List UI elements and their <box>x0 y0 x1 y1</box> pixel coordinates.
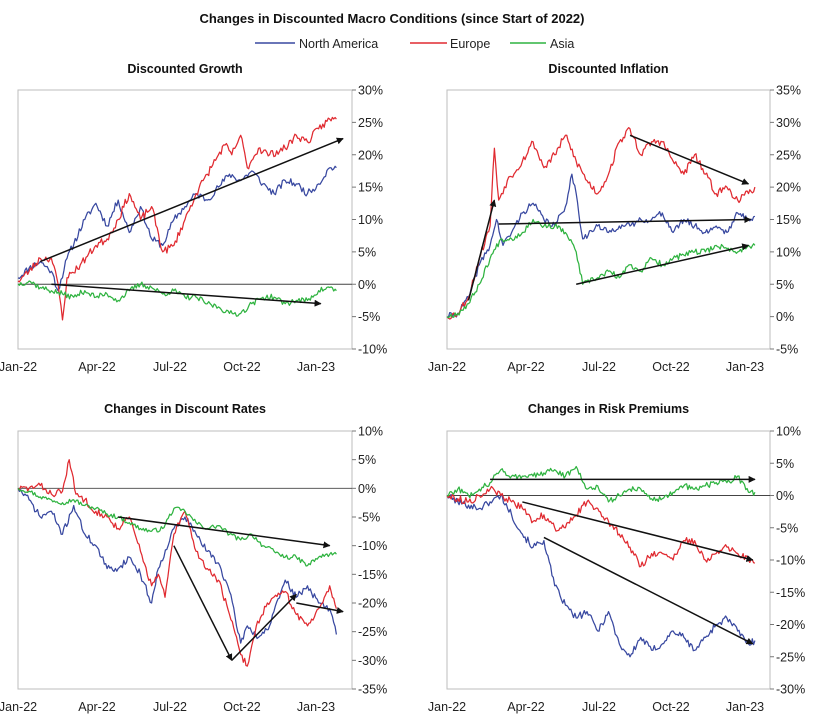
panel-discount-rates: Changes in Discount Rates 10% 5% 0% -5% -10% -… <box>0 402 387 714</box>
y-tick-label: -25% <box>776 650 805 664</box>
x-tick-label: Jan-22 <box>0 360 37 374</box>
y-tick-label: 20% <box>776 181 801 195</box>
trend-arrow <box>576 243 750 285</box>
x-tick-label: Oct-22 <box>223 360 261 374</box>
legend-label-north-america: North America <box>299 37 378 51</box>
y-tick-label: 30% <box>358 84 383 98</box>
trend-arrow <box>498 216 752 225</box>
x-tick-label: Jan-22 <box>0 700 37 714</box>
y-tick-label: 10% <box>776 425 801 439</box>
y-tick-label: -5% <box>776 343 798 357</box>
series-line-north-america <box>17 165 337 292</box>
x-tick-label: Apr-22 <box>507 360 545 374</box>
y-tick-label: -15% <box>358 568 387 582</box>
series-line-north-america <box>446 173 756 319</box>
y-tick-label: 5% <box>358 453 376 467</box>
plot-frame <box>446 430 771 690</box>
y-tick-label: 0% <box>358 482 376 496</box>
trend-arrow <box>522 501 754 562</box>
y-tick-label: -10% <box>776 554 805 568</box>
y-tick-label: -10% <box>358 343 387 357</box>
panel-title: Changes in Discount Rates <box>104 402 266 416</box>
y-tick-label: 5% <box>358 245 376 259</box>
y-tick-label: 0% <box>358 278 376 292</box>
panel-risk-premiums: Changes in Risk Premiums 10% 5% 0% -5% -10% -1… <box>428 402 805 714</box>
series-line-europe <box>17 459 337 667</box>
panel-title: Changes in Risk Premiums <box>528 402 689 416</box>
series-line-north-america <box>17 488 338 644</box>
x-tick-label: Jul-22 <box>582 700 616 714</box>
y-tick-label: 10% <box>358 425 383 439</box>
series-line-europe <box>446 485 756 568</box>
y-tick-label: 35% <box>776 84 801 98</box>
legend: North America Europe Asia <box>255 37 574 51</box>
panel-discounted-growth: Discounted Growth 30% 25% 20% 15% 10% 5% 0% -5% -… <box>0 62 387 374</box>
trend-arrow <box>629 134 750 185</box>
series-line-europe <box>17 116 337 321</box>
panel-discounted-inflation: Discounted Inflation 35% 30% 25% 20% 15% 10% 5%… <box>428 62 801 374</box>
x-tick-label: Apr-22 <box>78 360 116 374</box>
trend-arrow <box>173 545 233 661</box>
y-tick-label: -30% <box>358 654 387 668</box>
y-tick-label: 15% <box>358 181 383 195</box>
plot-frame <box>17 430 353 690</box>
y-tick-label: -10% <box>358 539 387 553</box>
x-tick-label: Jul-22 <box>153 360 187 374</box>
y-tick-label: 10% <box>358 213 383 227</box>
y-tick-label: -25% <box>358 625 387 639</box>
y-tick-label: 20% <box>358 148 383 162</box>
x-tick-label: Jan-23 <box>297 360 335 374</box>
x-tick-label: Oct-22 <box>652 360 690 374</box>
x-tick-label: Jul-22 <box>153 700 187 714</box>
x-tick-label: Apr-22 <box>507 700 545 714</box>
y-tick-label: 10% <box>776 245 801 259</box>
x-tick-label: Jan-22 <box>428 700 466 714</box>
x-tick-label: Apr-22 <box>78 700 116 714</box>
x-tick-label: Oct-22 <box>223 700 261 714</box>
panel-title: Discounted Inflation <box>548 62 668 76</box>
series-line-asia <box>446 465 756 503</box>
trend-arrow <box>51 283 322 307</box>
figure-title: Changes in Discounted Macro Conditions (… <box>199 11 584 26</box>
y-tick-label: -5% <box>776 521 798 535</box>
x-tick-label: Oct-22 <box>652 700 690 714</box>
legend-label-asia: Asia <box>550 37 574 51</box>
trend-arrow <box>118 516 331 549</box>
y-tick-label: -20% <box>776 618 805 632</box>
series-line-europe <box>446 126 756 320</box>
series-line-asia <box>17 487 337 567</box>
trend-arrow <box>543 536 754 645</box>
y-tick-label: 5% <box>776 278 794 292</box>
y-tick-label: 0% <box>776 489 794 503</box>
x-tick-label: Jul-22 <box>582 360 616 374</box>
y-tick-label: -30% <box>776 683 805 697</box>
x-tick-label: Jan-23 <box>726 700 764 714</box>
legend-label-europe: Europe <box>450 37 490 51</box>
x-tick-label: Jan-23 <box>726 360 764 374</box>
y-tick-label: -20% <box>358 597 387 611</box>
x-tick-label: Jan-22 <box>428 360 466 374</box>
panel-title: Discounted Growth <box>127 62 242 76</box>
y-tick-label: -5% <box>358 310 380 324</box>
y-tick-label: 30% <box>776 116 801 130</box>
trend-arrow <box>231 593 297 661</box>
trend-arrow <box>39 137 344 263</box>
y-tick-label: 25% <box>776 148 801 162</box>
trend-arrow <box>296 602 344 614</box>
series-line-north-america <box>446 493 756 658</box>
y-tick-label: -35% <box>358 683 387 697</box>
y-tick-label: -15% <box>776 586 805 600</box>
y-tick-label: 5% <box>776 457 794 471</box>
y-tick-label: -5% <box>358 511 380 525</box>
y-tick-label: 15% <box>776 213 801 227</box>
y-tick-label: 0% <box>776 310 794 324</box>
x-tick-label: Jan-23 <box>297 700 335 714</box>
trend-arrow <box>467 199 497 301</box>
y-tick-label: 25% <box>358 116 383 130</box>
series-line-asia <box>446 218 756 319</box>
